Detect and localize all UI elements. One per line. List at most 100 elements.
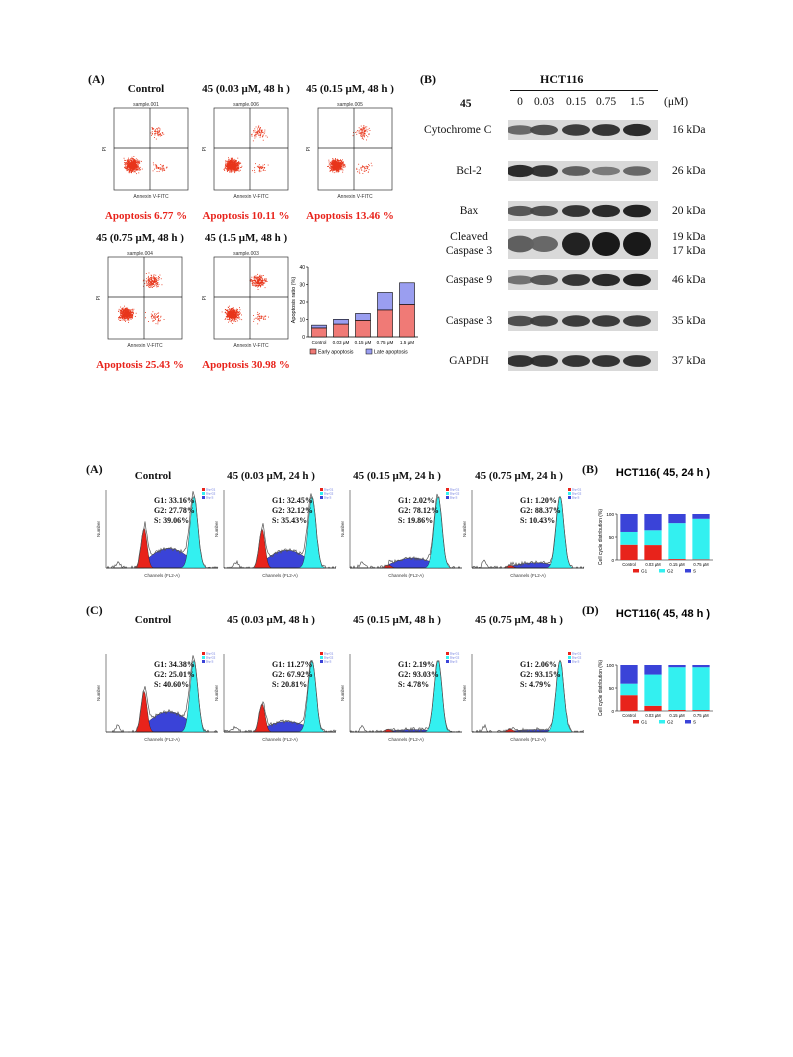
hist-mini-legend-label: Dip S — [206, 496, 213, 500]
wb-blot-strip — [508, 201, 658, 221]
hist-xlabel: Channels (FL2-A) — [510, 737, 546, 742]
flow-plot-frame — [213, 107, 289, 191]
stat-g2: G2: 25.01% — [154, 670, 195, 679]
cc-bar — [668, 665, 686, 668]
cc-ytick: 100 — [606, 663, 614, 668]
hist-xlabel: Channels (FL2-A) — [388, 737, 424, 742]
cc-bar — [668, 514, 686, 524]
wb-band — [530, 274, 558, 286]
stat-g1: G1: 1.20% — [520, 496, 557, 505]
flow-sample-name: sample.001 — [133, 102, 159, 108]
wb-kda-value: 35 kDa — [672, 315, 706, 327]
flow-ylabel: PI — [96, 296, 102, 301]
cell-cycle-bar-chart-48h: HCT116( 45, 48 h ) Cell cycle distributio… — [598, 608, 713, 724]
hist-outline — [471, 659, 585, 733]
hist-mini-legend-label: Dip G1 — [450, 652, 460, 656]
wb-protein-name: GAPDH — [449, 355, 489, 367]
wb-dose: 0.75 — [595, 96, 617, 108]
stat-s: S: 4.79% — [520, 680, 552, 689]
cell-cycle-title: Control — [134, 614, 172, 626]
panel-label-a2: (A) — [86, 462, 103, 476]
hist-mini-legend-label: Dip S — [324, 660, 331, 664]
stat-g2: G2: 88.37% — [520, 506, 561, 515]
wb-kda-value: 20 kDa — [672, 205, 706, 217]
wb-kda: 19 kDa 17 kDa — [672, 230, 706, 258]
cell-cycle-title: 45 (0.03 μM, 48 h ) — [227, 614, 315, 626]
hist-xlabel: Channels (FL2-A) — [388, 573, 424, 578]
cc-bar — [644, 514, 662, 531]
wb-band — [508, 315, 534, 327]
apoptosis-label: Apoptosis 13.46 % — [306, 210, 394, 222]
stat-g2: G2: 78.12% — [398, 506, 439, 515]
cc-chart-title: HCT116( 45, 24 h ) — [616, 467, 710, 479]
wb-band — [530, 236, 558, 252]
cc-xtick: 0.03 μM — [645, 713, 661, 718]
wb-blot-strip — [508, 270, 658, 290]
wb-blot-strip — [508, 229, 658, 259]
flow-plot-title: Control — [127, 83, 165, 95]
hist-mini-legend-label: Dip G2 — [450, 656, 460, 660]
cc-xtick: 0.75 μM — [693, 562, 709, 567]
wb-protein-label: Caspase 3 — [424, 314, 514, 328]
cc-ytick: 100 — [606, 512, 614, 517]
apoptosis-bar-chart: Apoptosis ratio (%) 0 10 20 30 40 Control 0.03 … — [291, 265, 418, 356]
panel-label-d2: (D) — [582, 603, 599, 617]
cc-legend-label: S — [693, 568, 696, 573]
cc-bar — [644, 545, 662, 560]
cell-cycle-stats: G1: 1.20% G2: 88.37% S: 10.43% — [520, 496, 561, 526]
wb-band — [530, 315, 558, 327]
stat-s: S: 40.60% — [154, 680, 190, 689]
hist-ylabel: Number — [214, 685, 219, 702]
stat-g2: G2: 93.15% — [520, 670, 561, 679]
wb-dose: 0.15 — [565, 96, 587, 108]
cc-legend-label: G2 — [667, 568, 674, 573]
wb-band — [623, 232, 651, 256]
stat-s: S: 4.78% — [398, 680, 430, 689]
flow-dots — [221, 273, 269, 325]
wb-blot-strip — [508, 120, 658, 140]
wb-kda-value: 26 kDa — [672, 165, 706, 177]
flow-sample-name: sample.003 — [233, 251, 259, 257]
wb-band — [508, 125, 534, 135]
cc-bar — [620, 531, 638, 545]
wb-protein-name-2: Caspase 3 — [445, 245, 493, 257]
wb-dose: 0 — [517, 96, 523, 108]
hist-mini-legend-label: Dip G2 — [206, 656, 216, 660]
stat-g1: G1: 2.06% — [520, 660, 557, 669]
cc-bar — [620, 544, 638, 560]
wb-protein-label: Cytochrome C — [424, 123, 514, 137]
hist-mini-legend-label: Dip G2 — [572, 492, 582, 496]
hist-mini-legend-label: Dip G2 — [450, 492, 460, 496]
flow-ylabel: PI — [202, 147, 208, 152]
cc-legend-swatch — [685, 569, 691, 573]
hist-mini-legend-label: Dip G1 — [206, 652, 216, 656]
wb-kda-value: 46 kDa — [672, 274, 706, 286]
wb-band — [562, 124, 590, 136]
apoptosis-ylabel: Apoptosis ratio (%) — [291, 277, 297, 324]
hist-outline — [105, 655, 219, 733]
cc-ytick: 50 — [609, 686, 615, 691]
hist-ylabel: Number — [462, 521, 467, 538]
flow-dot-plot: sample.005 Annexin V-FITC PI — [306, 102, 393, 200]
wb-band — [508, 235, 534, 253]
stat-g1: G1: 2.19% — [398, 660, 435, 669]
stat-s: S: 20.81% — [272, 680, 308, 689]
wb-band — [592, 355, 620, 367]
flow-ylabel: PI — [102, 147, 108, 152]
cell-cycle-stats: G1: 2.06% G2: 93.15% S: 4.79% — [520, 660, 561, 690]
cc-bar — [668, 559, 686, 560]
wb-band — [530, 205, 558, 217]
wb-band — [592, 166, 620, 176]
stat-g2: G2: 27.78% — [154, 506, 195, 515]
stat-s: S: 10.43% — [520, 516, 556, 525]
wb-kda: 35 kDa — [672, 314, 706, 328]
cc-bar — [668, 709, 686, 711]
flow-ylabel: PI — [202, 296, 208, 301]
hist-mini-legend-label: Dip G1 — [324, 652, 334, 656]
apoptosis-label: Apoptosis 30.98 % — [202, 359, 290, 371]
stat-s: S: 35.43% — [272, 516, 308, 525]
cc-legend-label: G2 — [667, 719, 674, 724]
wb-band — [562, 232, 590, 256]
